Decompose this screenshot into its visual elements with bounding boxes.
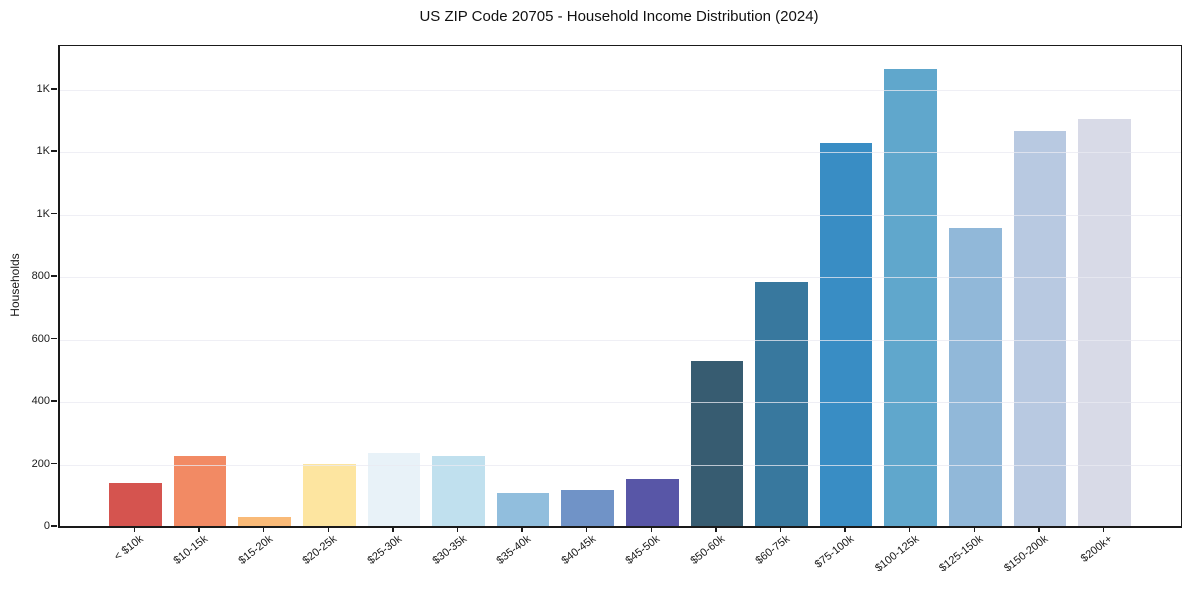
chart-title: US ZIP Code 20705 - Household Income Dis… <box>419 8 819 25</box>
y-tick-label: 0 <box>43 520 50 532</box>
y-tick-mark <box>51 212 57 215</box>
y-tick-label: 200 <box>31 457 50 470</box>
bar <box>109 482 162 527</box>
y-tick-mark <box>51 462 57 465</box>
y-tick-mark <box>51 150 57 152</box>
x-tick-mark <box>392 527 394 532</box>
gridline <box>59 464 1181 466</box>
x-tick-mark <box>844 527 846 532</box>
y-axis-spine <box>58 46 60 527</box>
bar <box>1078 119 1131 527</box>
x-tick-mark <box>715 527 717 532</box>
x-tick-mark <box>585 527 588 532</box>
bar <box>173 456 227 527</box>
x-tick-mark <box>456 527 459 532</box>
x-tick-mark <box>973 527 975 532</box>
x-tick-label: $75-100k <box>812 533 857 571</box>
gridline <box>59 152 1181 154</box>
y-tick-mark <box>51 275 57 277</box>
y-tick-mark <box>51 88 57 90</box>
y-tick-mark <box>51 400 57 402</box>
gridline <box>59 402 1181 404</box>
x-tick-mark <box>650 527 652 532</box>
bar <box>949 228 1002 527</box>
y-tick-mark <box>51 337 57 340</box>
y-tick-label: 1K <box>36 207 50 220</box>
gridline <box>59 277 1181 279</box>
x-tick-label: $45-50k <box>623 533 663 567</box>
bar <box>432 455 485 527</box>
bar <box>819 142 873 527</box>
x-tick-mark <box>1038 527 1040 532</box>
y-axis-label: Households <box>8 253 22 317</box>
y-tick-label: 600 <box>31 332 50 345</box>
gridline <box>59 214 1181 216</box>
x-tick-label: $50-60k <box>688 533 728 567</box>
bars-layer <box>59 46 1181 527</box>
gridline <box>59 339 1181 341</box>
bar <box>755 282 808 527</box>
bar <box>496 492 550 527</box>
bar <box>626 478 679 527</box>
x-tick-label: $125-150k <box>937 533 986 575</box>
bar <box>303 463 356 527</box>
x-tick-mark <box>779 527 782 532</box>
x-tick-label: $30-35k <box>430 533 469 567</box>
gridline <box>59 89 1181 91</box>
x-tick-mark <box>262 527 265 532</box>
bar <box>561 490 614 527</box>
x-tick-label: $150-200k <box>1001 533 1051 575</box>
x-tick-label: $35-40k <box>494 533 534 567</box>
y-tick-label: 800 <box>31 270 50 283</box>
x-tick-mark <box>327 527 329 532</box>
x-tick-label: $15-20k <box>236 533 275 567</box>
y-tick-label: 1K <box>36 82 50 95</box>
x-tick-mark <box>133 527 136 532</box>
x-tick-mark <box>198 527 200 532</box>
y-tick-label: 400 <box>31 395 50 408</box>
bar <box>884 69 937 527</box>
x-axis-spine <box>58 526 1182 528</box>
x-tick-label: $40-45k <box>559 533 598 567</box>
x-tick-mark <box>521 527 523 532</box>
x-tick-label: $25-30k <box>365 533 405 567</box>
x-tick-mark <box>908 527 911 532</box>
x-tick-label: $100-125k <box>872 533 921 575</box>
y-tick-label: 1K <box>36 145 50 158</box>
x-tick-label: $200k+ <box>1078 533 1115 565</box>
x-tick-label: $20-25k <box>300 533 340 567</box>
plot-area <box>58 45 1182 528</box>
x-tick-mark <box>1102 527 1105 532</box>
bar <box>238 517 291 527</box>
x-tick-label: < $10k <box>112 533 146 563</box>
bar <box>690 361 744 527</box>
bar <box>1013 130 1067 527</box>
x-tick-label: $60-75k <box>753 533 792 567</box>
gridlines-layer <box>59 46 1181 527</box>
x-tick-label: $10-15k <box>171 533 211 567</box>
y-tick-mark <box>51 525 57 527</box>
